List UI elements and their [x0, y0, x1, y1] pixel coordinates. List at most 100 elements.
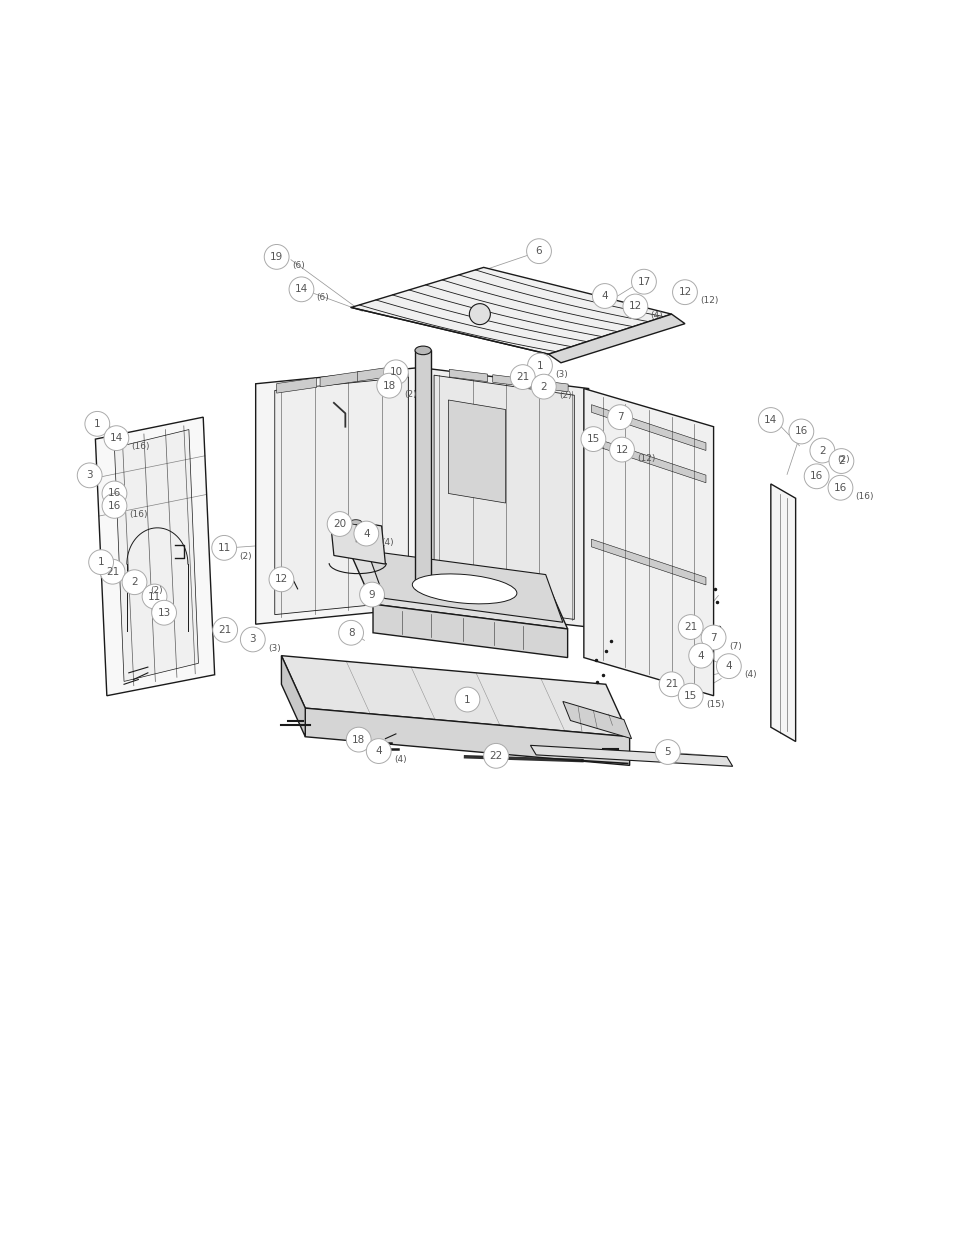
Text: 21: 21: [218, 625, 232, 635]
Text: 11: 11: [217, 543, 231, 553]
Polygon shape: [449, 369, 487, 382]
Text: 18: 18: [382, 380, 395, 390]
Circle shape: [655, 740, 679, 764]
Text: 10: 10: [389, 367, 402, 378]
Text: 9: 9: [369, 589, 375, 600]
Text: (2): (2): [837, 454, 849, 463]
Text: (2): (2): [558, 390, 571, 400]
Text: 12: 12: [615, 445, 628, 454]
Circle shape: [688, 643, 713, 668]
Text: 21: 21: [106, 567, 119, 577]
Text: (6): (6): [292, 261, 304, 270]
Circle shape: [89, 550, 113, 574]
Polygon shape: [591, 437, 705, 483]
Text: 13: 13: [157, 608, 171, 618]
Text: 3: 3: [87, 471, 92, 480]
Circle shape: [483, 743, 508, 768]
Circle shape: [455, 687, 479, 711]
Text: (4): (4): [394, 755, 406, 764]
Text: 3: 3: [250, 635, 255, 645]
Circle shape: [338, 620, 363, 645]
Circle shape: [346, 727, 371, 752]
Circle shape: [758, 408, 782, 432]
Polygon shape: [591, 405, 705, 451]
Text: 16: 16: [833, 483, 846, 493]
Circle shape: [264, 245, 289, 269]
Text: 14: 14: [110, 433, 123, 443]
Text: 7: 7: [710, 632, 716, 642]
Circle shape: [269, 567, 294, 592]
Polygon shape: [95, 417, 214, 695]
Polygon shape: [434, 375, 574, 620]
Circle shape: [77, 463, 102, 488]
Text: 4: 4: [363, 529, 369, 538]
Circle shape: [678, 615, 702, 640]
Text: 19: 19: [270, 252, 283, 262]
Text: (3): (3): [555, 369, 567, 379]
Polygon shape: [319, 372, 359, 387]
Text: (16): (16): [855, 492, 873, 501]
Text: 1: 1: [537, 361, 542, 370]
Text: (12): (12): [637, 453, 655, 463]
Text: 12: 12: [628, 301, 641, 311]
Circle shape: [716, 653, 740, 678]
Text: (15): (15): [705, 700, 723, 709]
Polygon shape: [562, 701, 631, 739]
Circle shape: [700, 625, 725, 650]
Text: 20: 20: [333, 519, 346, 529]
Polygon shape: [114, 430, 198, 682]
Polygon shape: [356, 366, 396, 382]
Text: 1: 1: [464, 694, 470, 704]
Circle shape: [631, 269, 656, 294]
Circle shape: [678, 683, 702, 708]
Text: (4): (4): [650, 310, 662, 320]
Ellipse shape: [412, 574, 517, 604]
Text: (3): (3): [268, 643, 280, 652]
Circle shape: [510, 364, 535, 389]
Polygon shape: [330, 517, 385, 564]
Text: 16: 16: [108, 501, 121, 511]
Text: (12): (12): [700, 296, 718, 305]
Circle shape: [122, 569, 147, 594]
Polygon shape: [415, 351, 431, 589]
Text: 1: 1: [94, 419, 100, 429]
Circle shape: [527, 353, 552, 378]
Text: 1: 1: [98, 557, 104, 567]
Text: 16: 16: [794, 426, 807, 436]
Text: 8: 8: [348, 627, 354, 637]
Circle shape: [289, 277, 314, 301]
Text: 14: 14: [294, 284, 308, 294]
Text: 12: 12: [678, 288, 691, 298]
Polygon shape: [274, 377, 408, 615]
Circle shape: [102, 494, 127, 519]
Text: 16: 16: [809, 472, 822, 482]
Polygon shape: [351, 555, 567, 629]
Circle shape: [240, 627, 265, 652]
Polygon shape: [530, 746, 732, 767]
Circle shape: [100, 559, 125, 584]
Polygon shape: [351, 268, 671, 354]
Text: 18: 18: [352, 735, 365, 745]
Text: 12: 12: [274, 574, 288, 584]
Text: 17: 17: [637, 277, 650, 287]
Circle shape: [809, 438, 834, 463]
Polygon shape: [305, 708, 629, 766]
Circle shape: [672, 280, 697, 305]
Text: (2): (2): [239, 552, 252, 561]
Circle shape: [327, 511, 352, 536]
Circle shape: [580, 427, 605, 452]
Polygon shape: [419, 368, 588, 627]
Text: (4): (4): [743, 671, 756, 679]
Ellipse shape: [415, 346, 431, 354]
Text: (16): (16): [130, 510, 148, 519]
Circle shape: [104, 426, 129, 451]
Polygon shape: [373, 604, 567, 657]
Text: (2): (2): [404, 390, 416, 399]
Text: 15: 15: [683, 690, 697, 700]
Text: (16): (16): [132, 442, 150, 451]
Text: 21: 21: [516, 372, 529, 382]
Polygon shape: [281, 656, 305, 737]
Polygon shape: [770, 484, 795, 741]
Polygon shape: [492, 374, 531, 387]
Text: (6): (6): [316, 294, 329, 303]
